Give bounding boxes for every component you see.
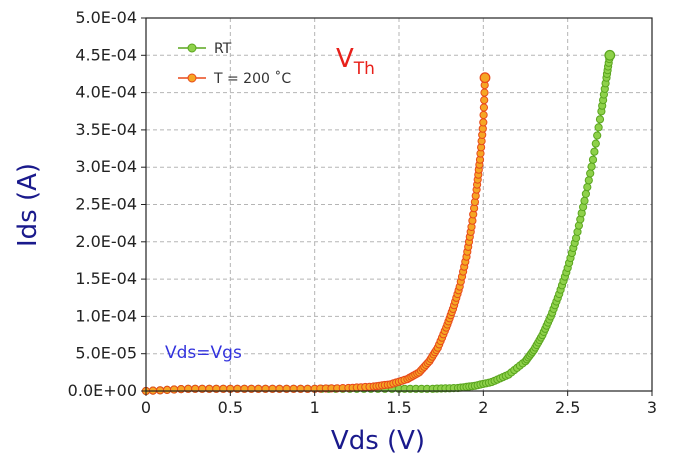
end-point [604,49,616,61]
series-layer [141,49,616,396]
data-point [479,110,488,120]
x-axis-ticks: 0 0.5 1 1.5 2 2.5 3 [141,391,657,417]
data-point [584,176,593,185]
y-tick-label: 2.0E-04 [75,232,137,251]
data-point [590,147,599,156]
data-point [580,196,589,205]
data-point [591,139,600,148]
data-point [581,189,591,198]
data-point [583,183,592,192]
x-tick-label: 1 [310,398,320,417]
x-tick-label: 2.5 [555,398,580,417]
x-tick-label: 2 [478,398,488,417]
x-tick-label: 3 [647,398,657,417]
data-point [595,115,605,124]
data-point [594,123,603,132]
data-point [170,385,179,394]
data-point [480,96,489,105]
data-point [587,162,596,171]
y-tick-label: 3.5E-04 [75,120,137,139]
data-point [593,131,602,140]
legend-marker [187,43,197,53]
data-point [177,385,186,394]
y-tick-label: 1.0E-04 [75,306,137,325]
y-tick-label: 5.0E-04 [75,8,137,27]
grid [146,18,652,391]
data-point [156,386,165,395]
y-tick-label: 4.0E-04 [75,83,137,102]
legend-label: T = 200 ˚C [213,70,291,87]
vth-annotation-main: V [336,44,354,74]
y-tick-label: 1.5E-04 [75,269,137,288]
data-point [586,169,595,178]
data-point [163,385,172,394]
data-point [588,155,598,164]
y-tick-label: 3.0E-04 [75,157,137,176]
condition-annotation: Vds=Vgs [165,343,242,363]
vth-annotation: VTh [336,44,375,79]
series-t200 [141,72,491,396]
x-tick-label: 0.5 [218,398,243,417]
y-tick-label: 4.5E-04 [75,45,137,64]
x-tick-label: 0 [141,398,151,417]
legend-label: RT [214,41,232,57]
x-axis-label: Vds (V) [331,426,425,456]
y-tick-label: 2.5E-04 [75,195,137,214]
vth-annotation-subscript: Th [353,59,375,79]
y-axis-ticks: 0.0E+00 5.0E-05 1.0E-04 1.5E-04 2.0E-04 2.5E-… [68,8,146,400]
y-tick-label: 0.0E+00 [68,381,137,400]
end-point [479,72,491,84]
y-axis-label: Ids (A) [13,163,43,247]
legend-marker [187,73,197,83]
legend: RT T = 200 ˚C [178,41,291,87]
legend-item-t200: T = 200 ˚C [178,70,291,87]
data-point [479,103,488,112]
legend-item-rt: RT [178,41,232,57]
data-point [479,118,488,127]
y-tick-label: 5.0E-05 [75,344,137,363]
data-point [480,88,489,97]
x-tick-label: 1.5 [386,398,411,417]
